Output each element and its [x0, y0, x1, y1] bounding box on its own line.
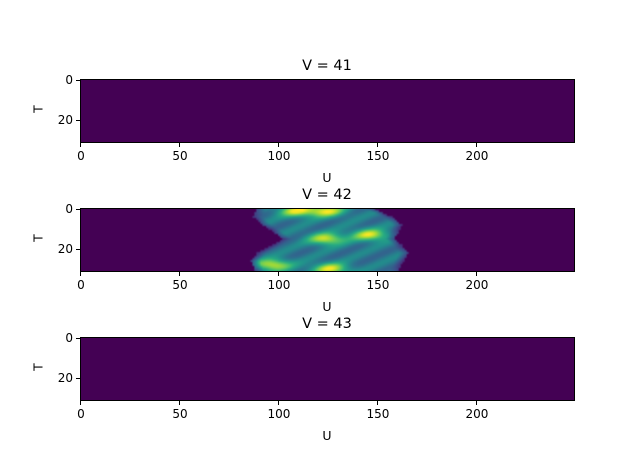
x-tick-label: 100 [267, 407, 291, 421]
axes-frame [80, 208, 575, 272]
subplot-title: V = 42 [302, 187, 352, 203]
x-tick-mark [278, 401, 280, 405]
y-axis-label: T [30, 105, 46, 113]
x-tick-label: 150 [366, 149, 390, 163]
subplot-title: V = 41 [302, 58, 352, 74]
y-tick-label: 20 [57, 242, 73, 256]
subplot-title: V = 43 [302, 316, 352, 332]
y-tick-label: 0 [65, 202, 73, 216]
y-axis-label: T [30, 363, 46, 371]
x-axis-label: U [322, 299, 332, 314]
x-tick-mark [179, 401, 181, 405]
x-tick-mark [80, 143, 82, 147]
y-tick-mark [76, 377, 80, 379]
x-tick-mark [278, 272, 280, 276]
x-tick-mark [278, 143, 280, 147]
y-tick-label: 20 [57, 113, 73, 127]
x-tick-mark [377, 143, 379, 147]
y-tick-mark [76, 79, 80, 81]
y-tick-mark [76, 248, 80, 250]
heatmap-image [80, 79, 575, 143]
heatmap-image [80, 208, 575, 272]
heatmap-axes [80, 79, 575, 143]
x-tick-mark [476, 143, 478, 147]
y-tick-mark [76, 208, 80, 210]
heatmap-axes [80, 208, 575, 272]
x-tick-mark [476, 401, 478, 405]
x-tick-label: 0 [77, 278, 85, 292]
y-tick-mark [76, 337, 80, 339]
heatmap-axes [80, 337, 575, 401]
x-axis-label: U [322, 428, 332, 443]
axes-frame [80, 79, 575, 143]
x-tick-label: 100 [267, 278, 291, 292]
y-tick-label: 0 [65, 331, 73, 345]
x-tick-label: 50 [172, 278, 188, 292]
x-tick-label: 50 [172, 149, 188, 163]
x-tick-label: 50 [172, 407, 188, 421]
x-tick-mark [476, 272, 478, 276]
x-tick-label: 200 [465, 407, 489, 421]
x-tick-label: 100 [267, 149, 291, 163]
x-tick-label: 200 [465, 278, 489, 292]
y-tick-mark [76, 119, 80, 121]
x-tick-label: 0 [77, 407, 85, 421]
x-tick-label: 150 [366, 407, 390, 421]
x-tick-mark [377, 272, 379, 276]
x-tick-mark [179, 143, 181, 147]
y-tick-label: 20 [57, 371, 73, 385]
x-tick-mark [80, 401, 82, 405]
y-axis-label: T [30, 234, 46, 242]
x-axis-label: U [322, 170, 332, 185]
x-tick-label: 0 [77, 149, 85, 163]
x-tick-mark [377, 401, 379, 405]
x-tick-mark [179, 272, 181, 276]
heatmap-image [80, 337, 575, 401]
axes-frame [80, 337, 575, 401]
x-tick-label: 150 [366, 278, 390, 292]
x-tick-mark [80, 272, 82, 276]
x-tick-label: 200 [465, 149, 489, 163]
y-tick-label: 0 [65, 73, 73, 87]
